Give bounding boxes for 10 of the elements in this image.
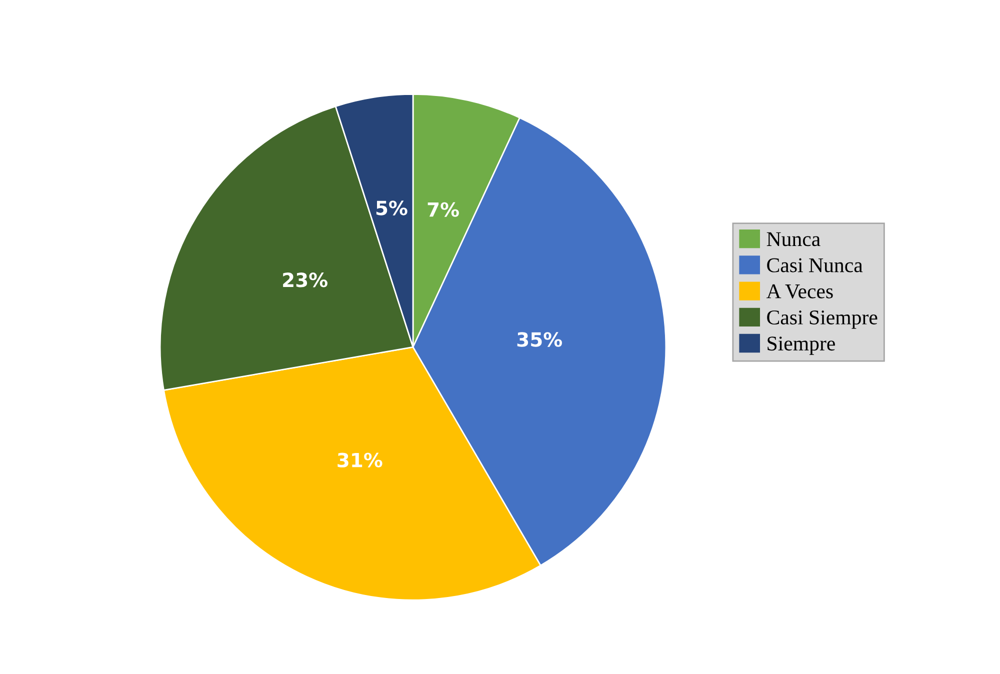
- legend-label: A Veces: [766, 284, 833, 298]
- legend-label: Nunca: [766, 232, 820, 246]
- data-label: 35%: [517, 332, 562, 347]
- data-label: 31%: [338, 452, 382, 468]
- data-label: 5%: [376, 200, 408, 216]
- legend-label: Casi Nunca: [767, 258, 863, 272]
- legend-label: Casi Siempre: [767, 310, 878, 329]
- data-label: 7%: [428, 202, 459, 217]
- data-label: 23%: [283, 272, 328, 288]
- legend-label: Siempre: [768, 336, 835, 355]
